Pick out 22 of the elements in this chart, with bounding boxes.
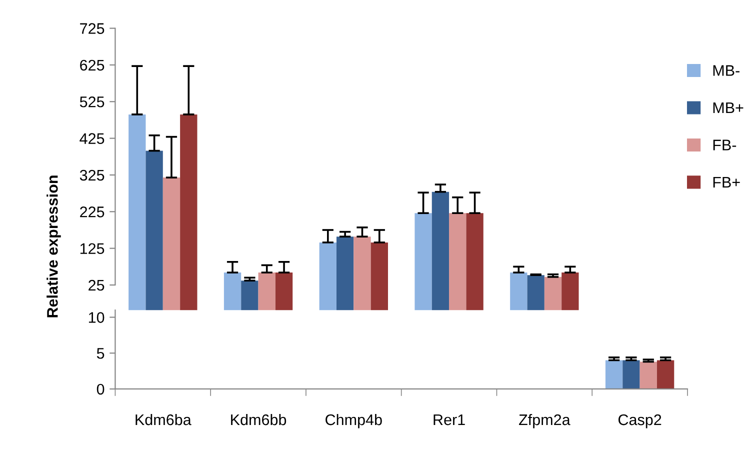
y-tick-label: 5 xyxy=(96,348,104,359)
y-tick-label: 10 xyxy=(88,312,104,323)
y-axis-title: Relative expression xyxy=(46,176,61,318)
legend-label: MB- xyxy=(713,65,740,76)
x-tick-label: Rer1 xyxy=(434,414,465,426)
x-tick-label: Kdm6ba xyxy=(136,414,192,426)
x-tick-label: Kdm6bb xyxy=(231,414,286,426)
y-tick-label: 425 xyxy=(80,133,104,144)
x-tick-label: Casp2 xyxy=(618,414,662,428)
y-tick-label: 525 xyxy=(80,96,104,108)
y-tick-label: 325 xyxy=(80,170,104,181)
legend-label: MB+ xyxy=(713,102,744,114)
legend-label: FB- xyxy=(713,140,736,150)
y-tick-label: 0 xyxy=(96,384,104,395)
x-tick-label: Zfpm2a xyxy=(519,414,570,428)
legend-label: FB+ xyxy=(713,177,740,188)
y-tick-label: 625 xyxy=(80,60,104,71)
y-tick-label: 225 xyxy=(80,206,104,218)
y-tick-label: 125 xyxy=(80,243,104,254)
x-tick-label: Chmp4b xyxy=(326,414,382,428)
y-tick-label: 725 xyxy=(80,23,104,34)
y-tick-label: 25 xyxy=(88,280,104,291)
